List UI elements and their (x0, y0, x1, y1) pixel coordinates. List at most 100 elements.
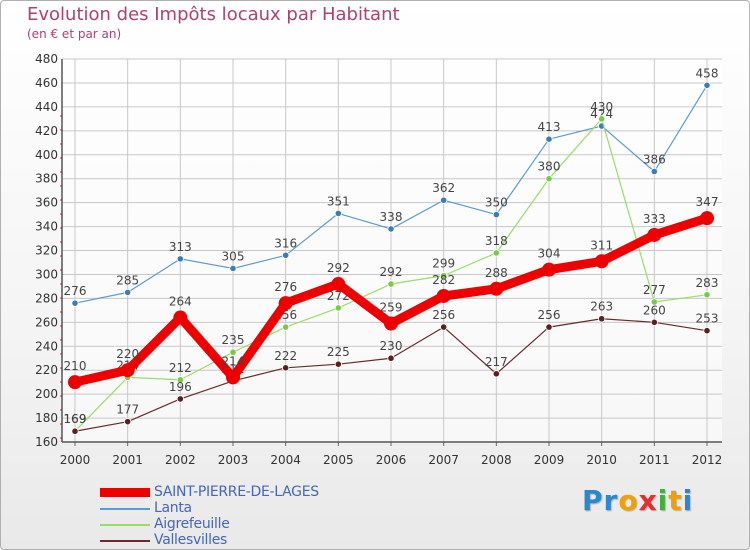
data-point (703, 327, 711, 335)
chart-title: Evolution des Impôts locaux par Habitant (27, 4, 400, 25)
data-label: 333 (643, 212, 666, 226)
data-label: 292 (327, 261, 350, 275)
data-label: 424 (590, 107, 613, 121)
y-tick-label: 380 (35, 172, 58, 186)
logo-letter: t (668, 484, 683, 517)
data-point (703, 291, 711, 299)
data-label: 282 (432, 273, 455, 287)
x-tick-label: 2009 (534, 453, 565, 467)
data-point (703, 81, 711, 89)
data-point (387, 225, 395, 233)
y-tick-label: 160 (35, 435, 58, 449)
data-point (545, 135, 553, 143)
data-label: 430 (590, 100, 613, 114)
y-tick-label: 200 (35, 387, 58, 401)
data-point (650, 318, 658, 326)
legend-label: Lanta (154, 500, 192, 516)
logo-letter: o (618, 484, 639, 517)
x-tick-label: 2006 (376, 453, 407, 467)
y-tick-label: 420 (35, 124, 58, 138)
data-point (71, 299, 79, 307)
data-label: 285 (116, 273, 139, 287)
legend-swatch (100, 524, 150, 526)
data-label: 283 (696, 276, 719, 290)
data-point (334, 304, 342, 312)
data-point (387, 280, 395, 288)
data-point (650, 167, 658, 176)
logo-letter: P (582, 484, 604, 517)
legend-swatch (100, 488, 150, 497)
data-label: 458 (696, 66, 719, 80)
x-tick-label: 2007 (428, 453, 459, 467)
data-point (598, 315, 606, 323)
data-point (229, 264, 237, 273)
data-point (492, 370, 500, 378)
data-point (176, 376, 184, 384)
legend-label: SAINT-PIERRE-DE-LAGES (154, 484, 319, 500)
logo-letter: r (603, 484, 619, 517)
x-tick-label: 2003 (218, 453, 249, 467)
data-point (124, 288, 132, 296)
data-label: 214 (222, 354, 245, 368)
logo-letter: i (657, 484, 669, 517)
data-point (545, 175, 553, 183)
data-point (598, 115, 606, 123)
legend-label: Vallesvilles (154, 532, 228, 548)
data-point (282, 364, 290, 372)
y-tick-label: 440 (35, 100, 58, 114)
data-point (71, 427, 79, 435)
data-label: 230 (380, 339, 403, 353)
data-label: 220 (116, 347, 139, 361)
data-label: 169 (64, 412, 87, 426)
data-label: 386 (643, 153, 666, 167)
data-point (124, 418, 132, 426)
data-label: 362 (432, 181, 455, 195)
data-label: 263 (590, 300, 613, 314)
y-tick-label: 280 (35, 291, 58, 305)
data-label: 351 (327, 194, 350, 208)
data-point (282, 251, 290, 259)
data-point (176, 255, 184, 263)
data-point (282, 323, 290, 331)
data-point (173, 310, 188, 325)
data-point (176, 395, 184, 403)
logo-letter: x (638, 484, 658, 517)
legend-swatch (100, 508, 150, 510)
x-tick-label: 2008 (481, 453, 512, 467)
data-point (440, 196, 448, 204)
data-point (229, 348, 237, 356)
data-label: 177 (116, 403, 139, 417)
data-point (440, 323, 448, 331)
data-point (489, 281, 504, 296)
x-tick-label: 2010 (586, 453, 617, 467)
data-point (492, 249, 500, 257)
y-tick-label: 300 (35, 267, 58, 281)
data-point (647, 227, 662, 242)
data-label: 313 (169, 240, 192, 254)
data-label: 292 (380, 265, 403, 279)
y-tick-label: 260 (35, 315, 58, 329)
chart-subtitle: (en € et par an) (27, 27, 122, 41)
legend-label: Aigrefeuille (154, 516, 230, 532)
data-point (700, 211, 714, 226)
y-tick-label: 340 (35, 220, 58, 234)
data-label: 350 (485, 196, 508, 210)
data-point (384, 316, 398, 331)
data-label: 256 (432, 308, 455, 322)
data-label: 264 (169, 295, 192, 309)
data-point (68, 375, 82, 390)
data-label: 225 (327, 345, 350, 359)
data-label: 259 (380, 301, 403, 315)
data-label: 253 (696, 312, 719, 326)
data-label: 212 (169, 361, 192, 375)
x-tick-label: 2004 (270, 453, 301, 467)
data-point (278, 296, 293, 311)
data-point (331, 277, 346, 292)
data-label: 256 (538, 308, 561, 322)
x-tick-label: 2000 (60, 453, 91, 467)
data-point (334, 360, 342, 368)
data-label: 210 (64, 359, 87, 373)
data-point (594, 254, 609, 269)
